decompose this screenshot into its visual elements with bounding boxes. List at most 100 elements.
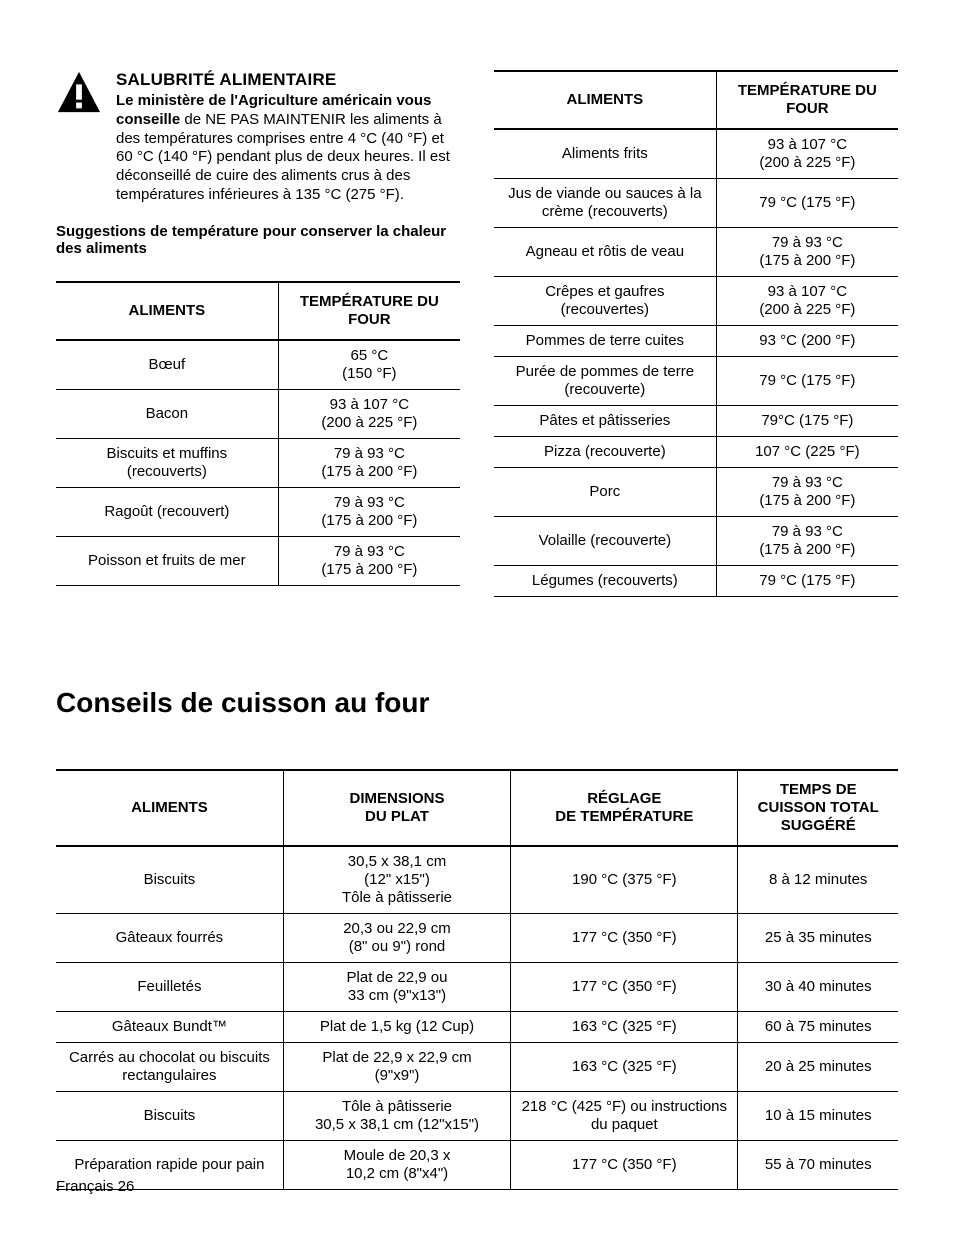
cell-temp: 79 à 93 °C (175 à 200 °F) [278,439,460,488]
cell-temp: 93 à 107 °C (200 à 225 °F) [716,129,898,179]
cell-temp: 79 à 93 °C (175 à 200 °F) [716,517,898,566]
warning-title: SALUBRITÉ ALIMENTAIRE [116,70,460,90]
cell-temp: 107 °C (225 °F) [716,437,898,468]
cell-food: Gâteaux fourrés [56,914,283,963]
cell-food: Volaille (recouverte) [494,517,716,566]
table-row: Agneau et rôtis de veau 79 à 93 °C (175 … [494,228,898,277]
cell-temp: 163 °C (325 °F) [511,1012,738,1043]
col-reglage: RÉGLAGE DE TEMPÉRATURE [511,770,738,846]
cell-food: Biscuits [56,846,283,914]
table-row: Pizza (recouverte) 107 °C (225 °F) [494,437,898,468]
table-row: Crêpes et gaufres (recouvertes) 93 à 107… [494,277,898,326]
cell-food: Biscuits et muffins (recouverts) [56,439,278,488]
table-row: Bacon 93 à 107 °C (200 à 225 °F) [56,390,460,439]
keep-warm-table-left: ALIMENTS TEMPÉRATURE DU FOUR Bœuf 65 °C … [56,281,460,586]
baking-tips-body: Biscuits 30,5 x 38,1 cm (12" x15") Tôle … [56,846,898,1190]
table-row: Pommes de terre cuites 93 °C (200 °F) [494,326,898,357]
table-row: Bœuf 65 °C (150 °F) [56,340,460,390]
cell-food: Bacon [56,390,278,439]
cell-temp: 79 °C (175 °F) [716,179,898,228]
cell-time: 20 à 25 minutes [738,1043,898,1092]
cell-time: 8 à 12 minutes [738,846,898,914]
table-row: Volaille (recouverte) 79 à 93 °C (175 à … [494,517,898,566]
cell-food: Ragoût (recouvert) [56,488,278,537]
cell-dim: 20,3 ou 22,9 cm (8" ou 9") rond [283,914,510,963]
cell-time: 10 à 15 minutes [738,1092,898,1141]
cell-food: Bœuf [56,340,278,390]
table-row: Préparation rapide pour pain Moule de 20… [56,1141,898,1190]
cell-time: 60 à 75 minutes [738,1012,898,1043]
col-aliments: ALIMENTS [56,770,283,846]
cell-food: Feuilletés [56,963,283,1012]
cell-temp: 65 °C (150 °F) [278,340,460,390]
table-row: Pâtes et pâtisseries 79°C (175 °F) [494,406,898,437]
document-page: SALUBRITÉ ALIMENTAIRE Le ministère de l'… [0,0,954,1235]
table-row: Porc 79 à 93 °C (175 à 200 °F) [494,468,898,517]
col-dimensions: DIMENSIONS DU PLAT [283,770,510,846]
cell-food: Carrés au chocolat ou biscuits rectangul… [56,1043,283,1092]
cell-temp: 79 à 93 °C (175 à 200 °F) [278,488,460,537]
cell-temp: 79 à 93 °C (175 à 200 °F) [278,537,460,586]
keep-warm-left-body: Bœuf 65 °C (150 °F) Bacon 93 à 107 °C (2… [56,340,460,586]
cell-food: Biscuits [56,1092,283,1141]
cell-food: Aliments frits [494,129,716,179]
cell-temp: 190 °C (375 °F) [511,846,738,914]
cell-temp: 177 °C (350 °F) [511,1141,738,1190]
cell-temp: 163 °C (325 °F) [511,1043,738,1092]
col-aliments: ALIMENTS [56,282,278,340]
cell-food: Jus de viande ou sauces à la crème (reco… [494,179,716,228]
right-column: ALIMENTS TEMPÉRATURE DU FOUR Aliments fr… [494,70,898,597]
col-aliments: ALIMENTS [494,71,716,129]
cell-food: Agneau et rôtis de veau [494,228,716,277]
table-row: Jus de viande ou sauces à la crème (reco… [494,179,898,228]
cell-dim: Plat de 22,9 x 22,9 cm (9"x9") [283,1043,510,1092]
cell-time: 30 à 40 minutes [738,963,898,1012]
cell-dim: 30,5 x 38,1 cm (12" x15") Tôle à pâtisse… [283,846,510,914]
baking-tips-table: ALIMENTS DIMENSIONS DU PLAT RÉGLAGE DE T… [56,769,898,1190]
food-safety-warning: SALUBRITÉ ALIMENTAIRE Le ministère de l'… [56,70,460,205]
table-row: Feuilletés Plat de 22,9 ou 33 cm (9"x13"… [56,963,898,1012]
warning-triangle-icon [56,70,102,116]
table-row: Biscuits 30,5 x 38,1 cm (12" x15") Tôle … [56,846,898,914]
cell-temp: 177 °C (350 °F) [511,963,738,1012]
cell-dim: Moule de 20,3 x 10,2 cm (8"x4") [283,1141,510,1190]
cell-time: 25 à 35 minutes [738,914,898,963]
table-row: Biscuits Tôle à pâtisserie 30,5 x 38,1 c… [56,1092,898,1141]
table-row: Carrés au chocolat ou biscuits rectangul… [56,1043,898,1092]
cell-temp: 93 à 107 °C (200 à 225 °F) [278,390,460,439]
table-row: Biscuits et muffins (recouverts) 79 à 93… [56,439,460,488]
table-row: Purée de pommes de terre (recouverte) 79… [494,357,898,406]
page-footer: Français 26 [56,1178,134,1195]
table-row: Ragoût (recouvert) 79 à 93 °C (175 à 200… [56,488,460,537]
cell-food: Pizza (recouverte) [494,437,716,468]
table-row: Poisson et fruits de mer 79 à 93 °C (175… [56,537,460,586]
cell-temp: 79°C (175 °F) [716,406,898,437]
table-row: Gâteaux Bundt™ Plat de 1,5 kg (12 Cup) 1… [56,1012,898,1043]
col-temperature: TEMPÉRATURE DU FOUR [716,71,898,129]
cell-temp: 93 à 107 °C (200 à 225 °F) [716,277,898,326]
cell-food: Purée de pommes de terre (recouverte) [494,357,716,406]
cell-temp: 79 °C (175 °F) [716,566,898,597]
cell-temp: 177 °C (350 °F) [511,914,738,963]
cell-food: Gâteaux Bundt™ [56,1012,283,1043]
warning-body: Le ministère de l'Agriculture américain … [116,92,460,205]
col-temps: TEMPS DE CUISSON TOTAL SUGGÉRÉ [738,770,898,846]
cell-food: Poisson et fruits de mer [56,537,278,586]
top-two-column-region: SALUBRITÉ ALIMENTAIRE Le ministère de l'… [56,70,898,597]
cell-temp: 79 à 93 °C (175 à 200 °F) [716,228,898,277]
col-temperature: TEMPÉRATURE DU FOUR [278,282,460,340]
table-row: Légumes (recouverts) 79 °C (175 °F) [494,566,898,597]
left-column: SALUBRITÉ ALIMENTAIRE Le ministère de l'… [56,70,460,597]
table-row: Gâteaux fourrés 20,3 ou 22,9 cm (8" ou 9… [56,914,898,963]
cell-food: Pommes de terre cuites [494,326,716,357]
cell-food: Légumes (recouverts) [494,566,716,597]
cell-dim: Tôle à pâtisserie 30,5 x 38,1 cm (12"x15… [283,1092,510,1141]
warning-text-block: SALUBRITÉ ALIMENTAIRE Le ministère de l'… [116,70,460,205]
cell-temp: 93 °C (200 °F) [716,326,898,357]
cell-food: Pâtes et pâtisseries [494,406,716,437]
cell-temp: 218 °C (425 °F) ou instructions du paque… [511,1092,738,1141]
table-row: Aliments frits 93 à 107 °C (200 à 225 °F… [494,129,898,179]
keep-warm-table-right: ALIMENTS TEMPÉRATURE DU FOUR Aliments fr… [494,70,898,597]
cell-temp: 79 °C (175 °F) [716,357,898,406]
cell-dim: Plat de 1,5 kg (12 Cup) [283,1012,510,1043]
